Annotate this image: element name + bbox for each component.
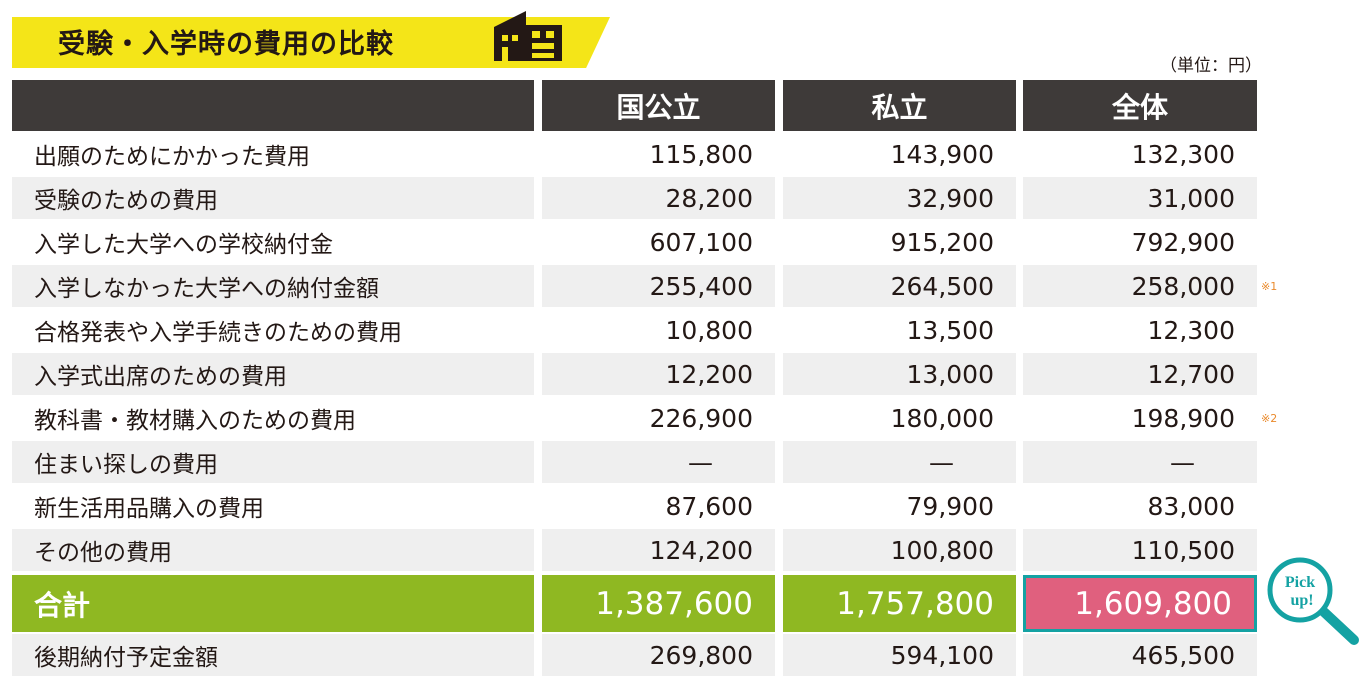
value-private: 264,500 [783,265,1016,307]
row-label: 入学しなかった大学への納付金額 [12,265,534,307]
value-overall: 132,300 [1131,139,1235,169]
value-overall: 12,300 [1147,315,1235,345]
row-label: 出願のためにかかった費用 [34,144,310,170]
value-national-public: 607,100 [649,227,753,257]
table-row: 合格発表や入学手続きのための費用 10,800 13,500 12,300 [12,309,1257,351]
table-row: 入学した大学への学校納付金 607,100 915,200 792,900 [12,221,1257,263]
value-private: 13,000 [783,353,1016,395]
value-national-public: 226,900 [649,403,753,433]
row-label: 住まい探しの費用 [12,441,534,483]
page-title: 受験・入学時の費用の比較 [58,29,394,60]
value-national-public: 269,800 [542,634,775,676]
total-overall-highlight: 1,609,800 [1023,575,1257,632]
row-label: その他の費用 [12,529,534,571]
value-national-public: 87,600 [665,491,753,521]
building-icon [494,11,562,61]
value-private: 100,800 [783,529,1016,571]
value-private: — [783,441,1016,483]
value-national-public: 124,200 [542,529,775,571]
row-label: 入学式出席のための費用 [12,353,534,395]
value-private: 79,900 [906,491,994,521]
value-national-public: — [542,441,775,483]
row-label: 教科書・教材購入のための費用 [34,408,356,434]
header-overall: 全体 [1023,80,1257,131]
unit-label: （単位：円） [1160,56,1262,76]
footnote-marker-2: ※2 [1261,412,1278,425]
table-row: 受験のための費用 28,200 32,900 31,000 [12,177,1257,219]
table-row: 入学式出席のための費用 12,200 13,000 12,700 [12,353,1257,395]
value-private: 180,000 [890,403,994,433]
value-overall: — [1023,441,1257,483]
total-row: 合計 1,387,600 1,757,800 1,609,800 [12,575,1257,632]
row-label: 後期納付予定金額 [12,634,534,676]
value-overall: 792,900 [1131,227,1235,257]
value-overall: 12,700 [1023,353,1257,395]
total-label: 合計 [12,575,534,632]
pickup-text-line2: up! [1290,592,1313,609]
table-row: 教科書・教材購入のための費用 226,900 180,000 198,900 [12,397,1257,439]
value-overall: 31,000 [1023,177,1257,219]
value-national-public: 12,200 [542,353,775,395]
pickup-magnifier-icon: Pick up! [1267,557,1359,645]
column-header: 全体 [1111,90,1168,124]
value-private: 915,200 [890,227,994,257]
column-header: 私立 [871,90,928,124]
value-overall: 198,900 [1131,403,1235,433]
table-row: 住まい探しの費用 — — — [12,441,1257,483]
row-label: 入学した大学への学校納付金 [34,232,333,258]
pickup-text-line1: Pick [1285,574,1315,591]
value-private: 594,100 [783,634,1016,676]
deferred-row: 後期納付予定金額 269,800 594,100 465,500 [12,634,1257,676]
total-national-public: 1,387,600 [542,575,775,632]
value-national-public: 10,800 [665,315,753,345]
table-row: 入学しなかった大学への納付金額 255,400 264,500 258,000 [12,265,1257,307]
value-national-public: 28,200 [542,177,775,219]
table-row: その他の費用 124,200 100,800 110,500 [12,529,1257,571]
value-national-public: 115,800 [649,139,753,169]
row-label: 新生活用品購入の費用 [34,496,264,522]
row-label: 合格発表や入学手続きのための費用 [34,320,402,346]
header-private: 私立 [783,80,1016,131]
header-blank [12,80,534,131]
value-overall: 83,000 [1147,491,1235,521]
value-overall: 465,500 [1023,634,1257,676]
value-overall: 110,500 [1023,529,1257,571]
header-national-public: 国公立 [542,80,775,131]
table-row: 新生活用品購入の費用 87,600 79,900 83,000 [12,485,1257,527]
value-private: 13,500 [906,315,994,345]
footnote-marker-1: ※1 [1261,280,1278,293]
row-label: 受験のための費用 [12,177,534,219]
table-row: 出願のためにかかった費用 115,800 143,900 132,300 [12,133,1257,175]
total-private: 1,757,800 [783,575,1016,632]
column-header: 国公立 [616,90,701,124]
value-private: 32,900 [783,177,1016,219]
value-private: 143,900 [890,139,994,169]
value-overall: 258,000 [1023,265,1257,307]
value-national-public: 255,400 [542,265,775,307]
